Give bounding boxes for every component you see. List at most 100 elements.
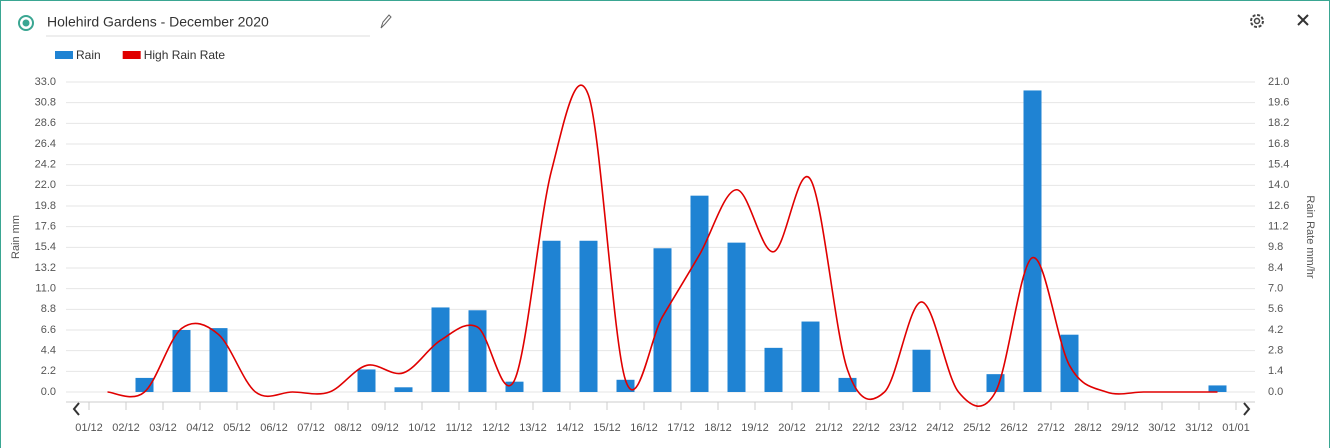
x-tick-label: 31/12 [1185,422,1213,434]
y-tick-label: 17.6 [35,221,56,233]
legend-swatch [55,51,73,59]
rate-line [107,84,1218,407]
radio-icon[interactable] [18,15,34,31]
close-icon[interactable] [1297,14,1309,26]
y-tick-label: 30.8 [35,97,56,109]
x-tick-label: 29/12 [1111,422,1139,434]
bar [1023,90,1042,393]
x-tick-label: 01/01 [1222,422,1250,434]
legend-swatch [122,51,141,59]
y2-axis-label: Rain Rate mm/hr [1304,195,1316,278]
y2-tick-label: 9.8 [1268,241,1283,253]
bar [431,307,450,392]
x-tick-label: 19/12 [741,422,769,434]
x-tick-label: 25/12 [963,422,991,434]
x-tick-label: 10/12 [408,422,436,434]
chart-title: Holehird Gardens - December 2020 [47,14,269,30]
x-tick-label: 08/12 [334,422,362,434]
bar [357,369,376,392]
bar [801,321,820,392]
bar [764,347,783,392]
bar [912,349,931,392]
y-tick-label: 6.6 [41,324,56,336]
bar [172,330,191,392]
y-tick-label: 4.4 [41,345,56,357]
bar [727,242,746,392]
y2-tick-label: 12.6 [1268,200,1289,212]
x-tick-label: 21/12 [815,422,843,434]
radio-dot [22,19,30,27]
x-tick-label: 18/12 [704,422,732,434]
edit-icon[interactable] [380,14,392,29]
y-tick-label: 19.8 [35,200,56,212]
x-tick-label: 01/12 [75,422,103,434]
y2-tick-label: 21.0 [1268,76,1289,88]
y2-tick-label: 18.2 [1268,117,1289,129]
y-axis-label: Rain mm [10,215,22,259]
x-tick-label: 06/12 [260,422,288,434]
y-tick-label: 13.2 [35,262,56,274]
y2-tick-label: 14.0 [1268,179,1289,191]
y-tick-label: 2.2 [41,365,56,377]
y2-tick-label: 11.2 [1268,221,1289,233]
y-tick-label: 28.6 [35,117,56,129]
bar [394,387,413,392]
settings-icon[interactable] [1250,14,1264,28]
bar [1208,385,1227,392]
bar [468,310,487,392]
y-tick-label: 33.0 [35,76,56,88]
x-tick-label: 22/12 [852,422,880,434]
y2-tick-label: 1.4 [1268,365,1283,377]
scroll-left [72,402,80,416]
y2-tick-label: 4.2 [1268,324,1283,336]
x-tick-label: 28/12 [1074,422,1102,434]
x-tick-label: 04/12 [186,422,214,434]
x-tick-label: 27/12 [1037,422,1065,434]
y-tick-label: 0.0 [41,386,56,398]
x-tick-label: 14/12 [556,422,584,434]
bar [579,240,598,392]
x-tick-label: 20/12 [778,422,806,434]
y-tick-label: 26.4 [35,138,56,150]
y2-tick-label: 19.6 [1268,97,1289,109]
x-tick-label: 15/12 [593,422,621,434]
y-tick-label: 15.4 [35,241,56,253]
x-tick-label: 09/12 [371,422,399,434]
x-tick-label: 03/12 [149,422,177,434]
x-tick-label: 12/12 [482,422,510,434]
scroll-right [1243,402,1251,416]
y2-tick-label: 7.0 [1268,283,1283,295]
y2-tick-label: 5.6 [1268,303,1283,315]
x-tick-label: 11/12 [446,422,473,434]
bar [135,377,154,392]
y-tick-label: 24.2 [35,159,56,171]
bar [653,248,672,392]
x-tick-label: 02/12 [112,422,140,434]
legend-label: Rain [76,48,101,62]
y2-tick-label: 0.0 [1268,386,1283,398]
y2-tick-label: 15.4 [1268,159,1289,171]
bar [690,195,709,392]
y2-tick-label: 8.4 [1268,262,1283,274]
bar [209,328,228,392]
bar [542,240,561,392]
x-tick-label: 05/12 [223,422,251,434]
bar [1060,334,1079,392]
x-tick-label: 07/12 [297,422,325,434]
x-tick-label: 30/12 [1148,422,1176,434]
x-tick-label: 16/12 [630,422,658,434]
y2-tick-label: 16.8 [1268,138,1289,150]
x-tick-label: 26/12 [1000,422,1028,434]
bar [986,374,1005,392]
bar [505,381,524,392]
x-tick-label: 17/12 [667,422,695,434]
x-tick-label: 24/12 [926,422,954,434]
y-tick-label: 11.0 [35,283,56,295]
y2-tick-label: 2.8 [1268,345,1283,357]
x-tick-label: 23/12 [889,422,917,434]
x-tick-label: 13/12 [519,422,547,434]
y-tick-label: 8.8 [41,303,56,315]
y-tick-label: 22.0 [35,179,56,191]
legend-label: High Rain Rate [144,48,226,62]
